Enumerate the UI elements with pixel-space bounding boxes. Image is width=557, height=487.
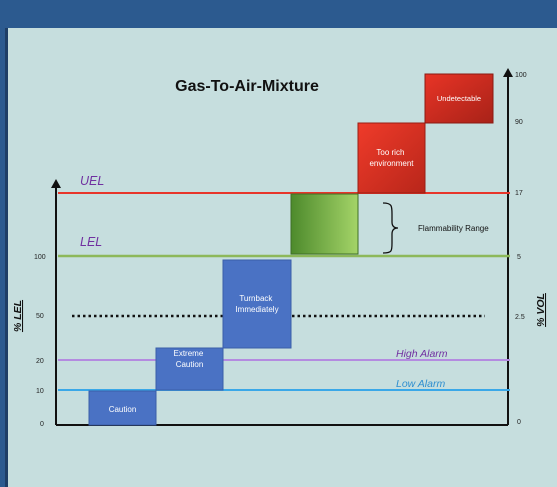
left-tick-label: 100 — [34, 254, 46, 261]
lel-label: LEL — [80, 235, 102, 249]
left-axis-title: % LEL — [12, 300, 24, 332]
flammability-bracket — [382, 202, 399, 254]
flammability-range-label: Flammability Range — [418, 224, 489, 233]
right-tick-label: 5 — [517, 254, 521, 261]
right-axis-arrow — [503, 68, 513, 77]
step-bar-too-rich: Too rich environment — [357, 122, 426, 194]
bar-rect — [88, 390, 157, 426]
step-bar-extreme-caution: Extreme Caution — [155, 347, 224, 391]
right-tick-label: 17 — [515, 190, 523, 197]
left-tick-label: 50 — [36, 313, 44, 320]
right-tick-label: 100 — [515, 72, 527, 79]
bar-label: Too rich environment — [369, 148, 414, 168]
uel-label: UEL — [80, 174, 104, 188]
right-tick-label: 0 — [517, 419, 521, 426]
bar-rect — [290, 193, 359, 255]
diagram-title: Gas-To-Air-Mixture — [175, 78, 319, 95]
left-tick-label: 20 — [36, 358, 44, 365]
panel-left-border — [5, 28, 8, 487]
step-bar-undetectable: Undetectable — [424, 73, 494, 124]
left-tick-label: 0 — [40, 421, 44, 428]
bar-rect — [424, 73, 494, 124]
bar-rect — [155, 347, 224, 391]
top-bar — [0, 0, 557, 27]
bar-label: Turnback Immediately — [235, 294, 278, 314]
step-bar-turnback-immediately: Turnback Immediately — [222, 259, 292, 349]
right-tick-label: 90 — [515, 119, 523, 126]
bar-rect — [222, 259, 292, 349]
right-axis-title: % VOL — [535, 293, 547, 327]
low-alarm-label: Low Alarm — [396, 378, 445, 390]
right-tick-label: 2.5 — [515, 314, 525, 321]
step-bar-caution: Caution — [88, 390, 157, 426]
left-axis-arrow — [51, 179, 61, 188]
step-bar-flammable — [290, 193, 359, 255]
bar-label: Undetectable — [437, 94, 481, 103]
bar-label: Extreme Caution — [173, 349, 205, 369]
left-tick-label: 10 — [36, 388, 44, 395]
bar-label: Caution — [109, 405, 137, 414]
high-alarm-label: High Alarm — [396, 348, 448, 360]
bar-rect — [357, 122, 426, 194]
